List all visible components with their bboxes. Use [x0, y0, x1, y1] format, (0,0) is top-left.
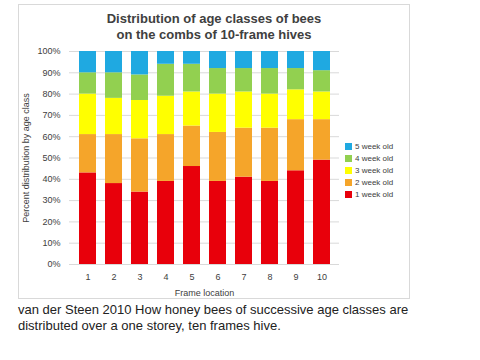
svg-text:5: 5: [189, 272, 194, 282]
svg-text:60%: 60%: [42, 132, 60, 142]
svg-text:7: 7: [241, 272, 246, 282]
svg-text:30%: 30%: [42, 195, 60, 205]
svg-text:0%: 0%: [47, 259, 60, 269]
svg-text:10%: 10%: [42, 238, 60, 248]
html-text:5 week old: 5 week old: [355, 142, 394, 151]
svg-text:100%: 100%: [37, 46, 60, 56]
svg-text:6: 6: [215, 272, 220, 282]
svg-text:Percent distribution by age cl: Percent distribution by age class: [21, 93, 31, 223]
svg-text:1: 1: [85, 272, 90, 282]
svg-text:3: 3: [137, 272, 142, 282]
html-text:3 week old: 3 week old: [355, 166, 394, 175]
svg-text:9: 9: [293, 272, 298, 282]
svg-text:2: 2: [111, 272, 116, 282]
html-text:2 week old: 2 week old: [355, 178, 394, 187]
svg-text:10: 10: [317, 272, 327, 282]
svg-text:50%: 50%: [42, 153, 60, 163]
svg-text:40%: 40%: [42, 174, 60, 184]
svg-text:90%: 90%: [42, 68, 60, 78]
svg-text:Frame location: Frame location: [175, 288, 235, 298]
svg-text:20%: 20%: [42, 217, 60, 227]
svg-text:70%: 70%: [42, 110, 60, 120]
html-text:1 week old: 1 week old: [355, 190, 394, 199]
html-text:van der Steen 2010 How honey b: van der Steen 2010 How honey bees of suc…: [18, 302, 409, 333]
html-text:Distribution of age classes of: Distribution of age classes of bees on t…: [106, 11, 322, 42]
svg-text:80%: 80%: [42, 89, 60, 99]
html-text:4 week old: 4 week old: [355, 154, 394, 163]
svg-text:4: 4: [163, 272, 168, 282]
svg-text:8: 8: [267, 272, 272, 282]
